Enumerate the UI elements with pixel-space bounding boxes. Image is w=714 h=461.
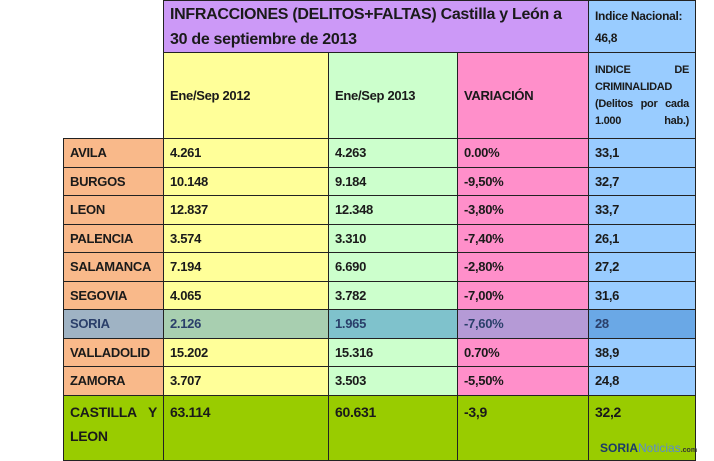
total-2012: 63.114 [163,394,329,461]
cell-indice: 24,8 [588,366,696,396]
cell-provincia: PALENCIA [63,223,164,253]
total-row: CASTILLA Y LEON 63.114 60.631 -3,9 32,2 [63,394,696,461]
table-row: VALLADOLID 15.202 15.316 0.70% 38,9 [63,337,696,367]
cell-variacion: -7,00% [457,280,589,310]
header-2012: Ene/Sep 2012 [163,52,329,139]
cell-y2013: 1.965 [328,309,458,339]
total-2013: 60.631 [328,394,458,461]
header-2013: Ene/Sep 2013 [328,52,458,139]
cell-y2013: 12.348 [328,195,458,225]
cell-y2013: 15.316 [328,337,458,367]
cell-provincia: ZAMORA [63,366,164,396]
cell-variacion: -7,60% [457,309,589,339]
total-indice: 32,2 [588,394,696,461]
cell-variacion: -2,80% [457,252,589,282]
header-variacion: VARIACIÓN [457,52,589,139]
table-row: AVILA 4.261 4.263 0.00% 33,1 [63,138,696,168]
table-title: INFRACCIONES (DELITOS+FALTAS) Castilla y… [163,0,589,53]
header-indice: INDICE DE CRIMINALIDAD (Delitos por cada… [588,52,696,139]
table-row: BURGOS 10.148 9.184 -9,50% 32,7 [63,166,696,196]
cell-y2012: 4.261 [163,138,329,168]
table-row: PALENCIA 3.574 3.310 -7,40% 26,1 [63,223,696,253]
table-row: SORIA 2.126 1.965 -7,60% 28 [63,309,696,339]
cell-indice: 33,1 [588,138,696,168]
cell-variacion: 0.00% [457,138,589,168]
cell-indice: 28 [588,309,696,339]
cell-indice: 38,9 [588,337,696,367]
cell-y2012: 15.202 [163,337,329,367]
empty-corner [63,0,164,53]
total-label: CASTILLA Y LEON [63,394,164,461]
cell-indice: 32,7 [588,166,696,196]
cell-variacion: -9,50% [457,166,589,196]
table-row: SALAMANCA 7.194 6.690 -2,80% 27,2 [63,252,696,282]
cell-indice: 33,7 [588,195,696,225]
crime-table: INFRACCIONES (DELITOS+FALTAS) Castilla y… [63,0,696,461]
cell-y2013: 4.263 [328,138,458,168]
cell-y2013: 3.503 [328,366,458,396]
cell-indice: 31,6 [588,280,696,310]
cell-y2012: 2.126 [163,309,329,339]
cell-y2012: 4.065 [163,280,329,310]
cell-y2012: 3.574 [163,223,329,253]
indice-nacional: Indice Nacional: 46,8 [588,0,696,53]
cell-provincia: BURGOS [63,166,164,196]
cell-provincia: LEON [63,195,164,225]
watermark-logo: SORIANoticias.com [600,441,698,455]
cell-provincia: SEGOVIA [63,280,164,310]
cell-variacion: 0.70% [457,337,589,367]
cell-variacion: -7,40% [457,223,589,253]
cell-y2013: 3.782 [328,280,458,310]
cell-y2013: 6.690 [328,252,458,282]
cell-variacion: -5,50% [457,366,589,396]
cell-y2013: 9.184 [328,166,458,196]
cell-y2012: 10.148 [163,166,329,196]
total-variacion: -3,9 [457,394,589,461]
cell-provincia: SALAMANCA [63,252,164,282]
cell-provincia: AVILA [63,138,164,168]
cell-provincia: SORIA [63,309,164,339]
cell-indice: 26,1 [588,223,696,253]
cell-variacion: -3,80% [457,195,589,225]
cell-y2012: 7.194 [163,252,329,282]
cell-y2012: 3.707 [163,366,329,396]
cell-y2013: 3.310 [328,223,458,253]
empty-corner [63,52,164,139]
cell-provincia: VALLADOLID [63,337,164,367]
table-row: SEGOVIA 4.065 3.782 -7,00% 31,6 [63,280,696,310]
table-row: LEON 12.837 12.348 -3,80% 33,7 [63,195,696,225]
table-row: ZAMORA 3.707 3.503 -5,50% 24,8 [63,366,696,396]
cell-y2012: 12.837 [163,195,329,225]
cell-indice: 27,2 [588,252,696,282]
